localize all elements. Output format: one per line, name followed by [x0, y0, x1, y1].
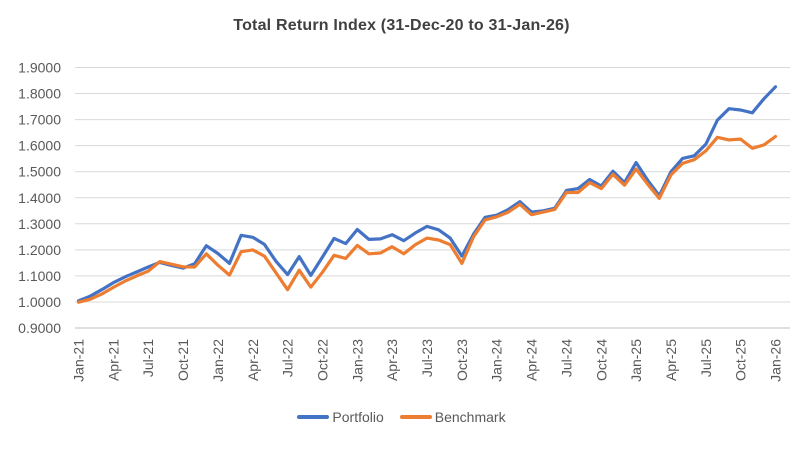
y-tick-label: 1.4000	[18, 190, 61, 206]
x-tick-label: Jan-21	[71, 339, 87, 382]
x-tick-label: Jan-24	[489, 339, 505, 382]
y-tick-label: 1.3000	[18, 216, 61, 232]
x-tick-label: Jul-21	[140, 339, 156, 377]
x-tick-label: Oct-25	[733, 339, 749, 381]
y-tick-label: 1.0000	[18, 294, 61, 310]
x-tick-label: Oct-22	[314, 339, 330, 381]
x-tick-label: Jul-25	[698, 339, 714, 377]
x-tick-label: Jan-22	[210, 339, 226, 382]
y-tick-label: 0.9000	[18, 320, 61, 336]
x-tick-label: Jul-24	[558, 339, 574, 377]
benchmark-line-swatch	[399, 415, 432, 419]
x-tick-label: Jul-23	[419, 339, 435, 377]
portfolio-line[interactable]	[76, 85, 778, 303]
y-tick-label: 1.5000	[18, 164, 61, 180]
x-tick-label: Apr-22	[245, 339, 261, 381]
benchmark-line[interactable]	[76, 134, 778, 304]
x-tick-label: Oct-24	[593, 339, 609, 381]
x-tick-label: Apr-23	[384, 339, 400, 381]
x-tick-label: Apr-24	[524, 339, 540, 381]
chart-legend: Portfolio Benchmark	[0, 409, 803, 425]
x-tick-label: Oct-23	[454, 339, 470, 381]
x-tick-label: Apr-25	[663, 339, 679, 381]
y-tick-label: 1.1000	[18, 268, 61, 284]
x-tick-label: Jan-25	[628, 339, 644, 382]
legend-item-benchmark[interactable]: Benchmark	[399, 409, 506, 425]
y-tick-label: 1.7000	[18, 112, 61, 128]
y-tick-label: 1.9000	[18, 60, 61, 76]
x-tick-label: Jul-22	[280, 339, 296, 377]
x-tick-label: Apr-21	[105, 339, 121, 381]
benchmark-legend-label: Benchmark	[434, 409, 506, 425]
legend-item-portfolio[interactable]: Portfolio	[297, 409, 384, 425]
portfolio-line-swatch	[297, 415, 330, 419]
y-tick-label: 1.8000	[18, 86, 61, 102]
y-tick-label: 1.6000	[18, 138, 61, 154]
x-tick-label: Oct-21	[175, 339, 191, 381]
chart-title: Total Return Index (31-Dec-20 to 31-Jan-…	[233, 17, 570, 34]
y-tick-label: 1.2000	[18, 242, 61, 258]
x-tick-label: Jan-23	[349, 339, 365, 382]
x-tick-label: Jan-26	[768, 339, 784, 382]
portfolio-legend-label: Portfolio	[332, 409, 384, 425]
